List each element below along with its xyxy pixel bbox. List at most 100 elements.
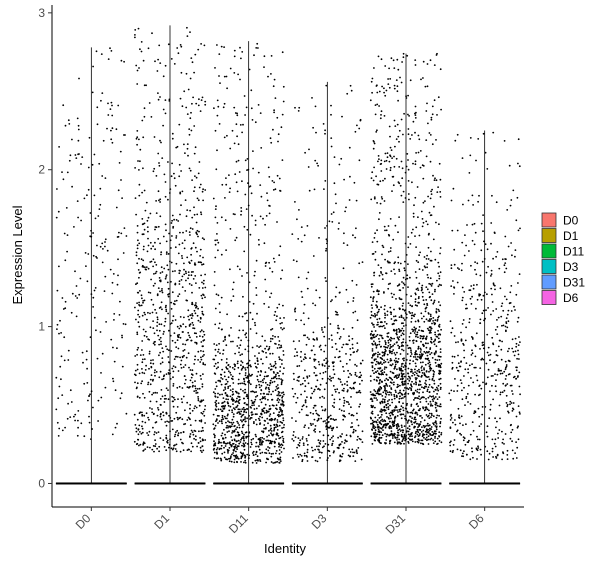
data-point (265, 356, 268, 359)
data-point (276, 384, 279, 386)
data-point (381, 273, 384, 276)
data-point (229, 425, 232, 428)
data-point (424, 382, 426, 384)
data-point (272, 128, 274, 131)
data-point (232, 413, 235, 415)
data-point (419, 407, 421, 410)
data-point (379, 362, 382, 364)
data-point (218, 420, 221, 423)
data-point (399, 76, 401, 79)
data-point (410, 351, 412, 354)
data-point (142, 223, 145, 225)
data-point (264, 403, 267, 406)
data-point (268, 176, 271, 178)
data-point (435, 311, 438, 314)
data-point (156, 414, 159, 417)
data-point (243, 439, 245, 442)
data-point (378, 158, 380, 161)
data-point (439, 351, 442, 353)
data-point (204, 103, 207, 106)
data-point (228, 174, 230, 177)
data-point (185, 72, 188, 75)
data-point (177, 220, 180, 222)
data-point (437, 329, 439, 332)
data-point (228, 457, 230, 460)
data-point (393, 432, 396, 435)
data-point (258, 243, 260, 246)
data-point (245, 435, 248, 438)
data-point (301, 296, 304, 298)
data-point (269, 429, 272, 431)
data-point (165, 436, 168, 439)
data-point (425, 375, 427, 378)
data-point (159, 139, 161, 142)
data-point (429, 313, 432, 316)
data-point (440, 441, 443, 444)
data-point (202, 399, 205, 401)
data-point (141, 358, 144, 361)
data-point (371, 365, 374, 367)
data-point (438, 431, 441, 434)
data-point (397, 328, 400, 330)
data-point (196, 229, 199, 232)
data-point (398, 373, 401, 376)
data-point (319, 372, 322, 375)
data-point (140, 304, 143, 307)
data-point (438, 435, 440, 437)
data-point (407, 168, 410, 171)
data-point (259, 184, 262, 187)
data-point (190, 253, 193, 256)
data-point (394, 145, 396, 148)
data-point (96, 244, 98, 247)
data-point (242, 413, 245, 416)
data-point (188, 325, 191, 327)
data-point (501, 441, 504, 444)
data-point (381, 85, 383, 88)
data-point (266, 383, 269, 386)
data-point (418, 326, 421, 328)
data-point (330, 213, 333, 215)
data-point (397, 434, 400, 437)
data-point (490, 375, 493, 377)
data-point (375, 358, 377, 360)
data-point (439, 304, 442, 307)
data-point (391, 363, 394, 365)
data-point (117, 258, 119, 261)
data-point (270, 55, 273, 57)
data-point (459, 379, 462, 381)
data-point (167, 253, 170, 255)
data-point (143, 414, 146, 417)
data-point (194, 312, 197, 315)
data-point (396, 439, 398, 441)
data-point (182, 343, 184, 345)
data-point (258, 448, 261, 451)
data-point (504, 433, 507, 435)
data-point (279, 421, 282, 423)
data-point (449, 399, 452, 401)
data-point (424, 438, 427, 440)
data-point (371, 422, 374, 425)
data-point (194, 355, 197, 358)
data-point (496, 333, 499, 335)
data-point (214, 388, 217, 390)
data-point (338, 460, 341, 463)
data-point (420, 210, 423, 213)
data-point (342, 418, 345, 421)
data-point (421, 288, 423, 290)
data-point (199, 317, 202, 320)
data-point (397, 99, 399, 102)
data-point (98, 208, 101, 211)
data-point (486, 435, 489, 438)
data-point (415, 350, 417, 352)
data-point (151, 411, 154, 414)
data-point (380, 419, 382, 422)
data-point (214, 362, 217, 365)
data-point (414, 105, 417, 108)
data-point (270, 419, 273, 422)
data-point (426, 266, 428, 269)
data-point (301, 436, 304, 438)
data-point (418, 391, 420, 394)
data-point (375, 397, 377, 399)
data-point (213, 427, 216, 430)
data-point (234, 401, 237, 403)
